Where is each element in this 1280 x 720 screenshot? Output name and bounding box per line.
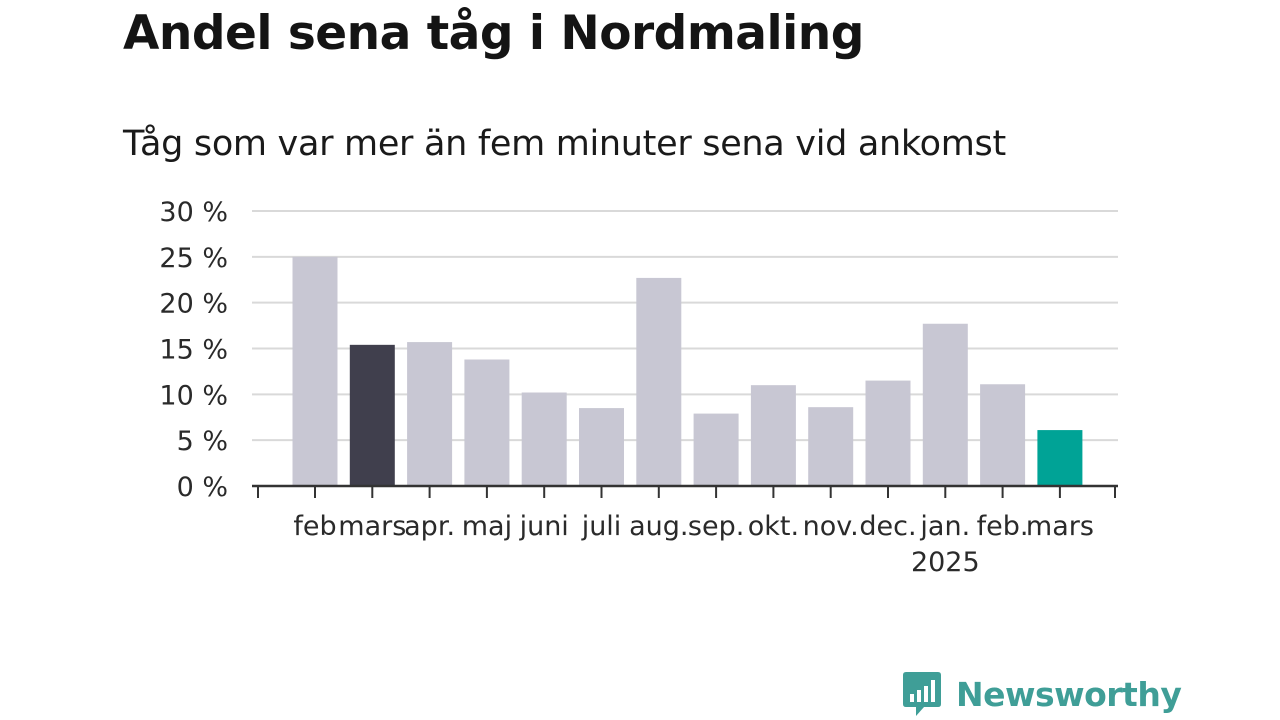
bar-mars-13 [1037, 430, 1083, 486]
x-tick-label: jan. [919, 511, 970, 542]
brand-name: Newsworthy [956, 674, 1182, 714]
x-tick-label: dec. [859, 511, 916, 542]
bar-okt-8 [750, 385, 796, 486]
y-tick-label: 30 % [159, 197, 228, 228]
x-tick-label: feb. [977, 511, 1029, 542]
x-tick-label: okt. [748, 511, 799, 542]
x-tick-label: maj [462, 511, 512, 542]
x-axis [252, 484, 1118, 498]
x-tick-label: juni [519, 511, 569, 542]
bar-juli-5 [579, 408, 624, 486]
bar-sep-7 [693, 413, 739, 486]
y-tick-label: 25 % [159, 243, 228, 274]
x-tick-label: sep. [688, 511, 744, 542]
x-tick-label: juli [581, 511, 622, 542]
x-tick-label: feb [293, 511, 336, 542]
newsworthy-logo: Newsworthy [902, 670, 1182, 718]
x-tick-label: mars [1026, 511, 1094, 542]
bar-feb-12 [980, 384, 1026, 486]
x-year-label: 2025 [911, 547, 980, 578]
bar-jan-11 [922, 323, 968, 486]
y-tick-label: 10 % [159, 380, 228, 411]
x-tick-label: mars [338, 511, 406, 542]
bar-aug-6 [636, 277, 682, 486]
gridlines [252, 210, 1118, 442]
y-tick-label: 5 % [177, 426, 228, 457]
bar-apr-2 [407, 342, 453, 486]
newsworthy-chart-bubble-icon [903, 672, 941, 716]
bars [292, 256, 1083, 486]
x-tick-label: apr. [404, 511, 455, 542]
bar-nov-9 [808, 407, 854, 486]
y-tick-label: 15 % [159, 335, 228, 366]
y-tick-label: 0 % [177, 472, 228, 503]
chart-title: Andel sena tåg i Nordmaling [123, 6, 864, 61]
y-tick-label: 20 % [159, 289, 228, 320]
bar-feb-0 [292, 256, 338, 486]
bar-dec-10 [865, 380, 911, 486]
y-axis-tick-labels: 0 % 5 % 10 % 15 % 20 % 25 % 30 % [159, 197, 228, 503]
chart-subtitle: Tåg som var mer än fem minuter sena vid … [123, 124, 1006, 164]
bar-mars-1 [349, 344, 395, 486]
bar-juni-4 [521, 392, 567, 486]
x-tick-label: nov. [803, 511, 859, 542]
x-tick-label: aug. [629, 511, 688, 542]
bar-maj-3 [464, 359, 510, 486]
